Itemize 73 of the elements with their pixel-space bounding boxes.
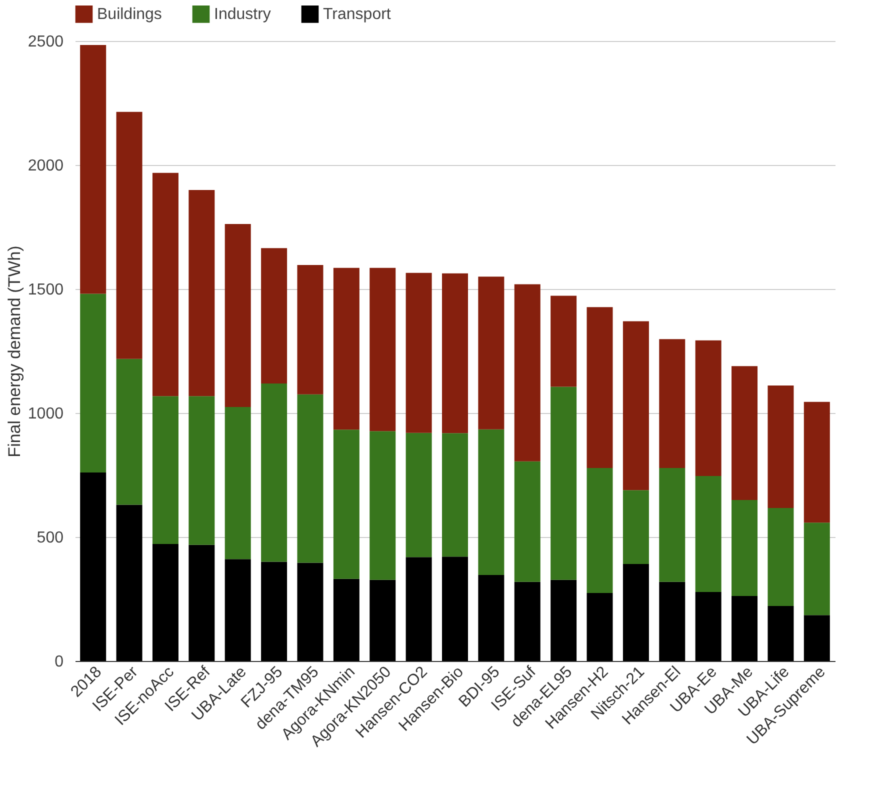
bar <box>333 430 360 579</box>
bar <box>586 307 613 468</box>
bar <box>333 578 360 661</box>
y-tick-label: 2500 <box>28 34 64 50</box>
bar <box>152 172 178 396</box>
bar <box>695 592 722 661</box>
bar <box>478 574 504 661</box>
bar <box>261 562 288 661</box>
bar <box>659 468 686 582</box>
bar <box>224 559 251 661</box>
bar <box>586 593 613 661</box>
bar <box>732 596 758 661</box>
legend-label: Buildings <box>97 6 162 24</box>
bar <box>152 544 178 661</box>
bar <box>514 461 540 582</box>
bar <box>333 268 360 430</box>
y-tick-label: 500 <box>36 530 64 546</box>
bar <box>442 556 468 661</box>
bar <box>804 522 830 616</box>
bar <box>442 433 468 557</box>
bar <box>188 396 215 545</box>
bar <box>768 606 794 661</box>
legend-label: Transport <box>323 6 392 24</box>
bar <box>80 294 106 473</box>
bar <box>406 272 432 433</box>
bar <box>622 321 649 490</box>
bar <box>586 468 613 594</box>
legend-label: Industry <box>214 6 271 24</box>
bar <box>695 340 722 476</box>
bar <box>550 580 577 661</box>
y-tick-label: 2000 <box>28 158 64 174</box>
bar <box>261 248 288 384</box>
bar <box>478 429 504 575</box>
y-tick-label: 1500 <box>28 282 64 298</box>
bar <box>804 402 830 523</box>
y-tick-label: 1000 <box>28 406 64 422</box>
bar <box>804 615 830 661</box>
bar <box>188 190 215 396</box>
y-axis-title: Final energy demand (TWh) <box>4 246 24 458</box>
bar <box>370 268 396 432</box>
bar <box>152 396 178 544</box>
bar <box>768 508 794 606</box>
bar <box>659 582 686 661</box>
bar <box>116 358 142 505</box>
bar <box>514 582 540 661</box>
bar <box>550 386 577 580</box>
y-tick-label: 0 <box>54 654 64 670</box>
bar <box>768 385 794 508</box>
bar <box>297 264 324 394</box>
bar <box>261 383 288 562</box>
bar <box>622 564 649 661</box>
bar <box>514 284 540 462</box>
bar <box>370 431 396 580</box>
bar <box>406 557 432 661</box>
bar <box>116 504 142 661</box>
bar <box>188 544 215 661</box>
bar <box>80 472 106 661</box>
bar <box>732 500 758 596</box>
bar <box>224 407 251 560</box>
bar <box>297 394 324 563</box>
bar <box>116 112 142 359</box>
bar <box>622 490 649 564</box>
bar <box>370 580 396 661</box>
bar <box>695 476 722 592</box>
bar <box>478 276 504 430</box>
bar <box>224 224 251 408</box>
bar <box>442 273 468 434</box>
bar <box>80 44 106 294</box>
bar <box>297 562 324 661</box>
bar <box>659 339 686 468</box>
bar <box>550 296 577 387</box>
bar <box>732 366 758 500</box>
bar <box>406 432 432 558</box>
